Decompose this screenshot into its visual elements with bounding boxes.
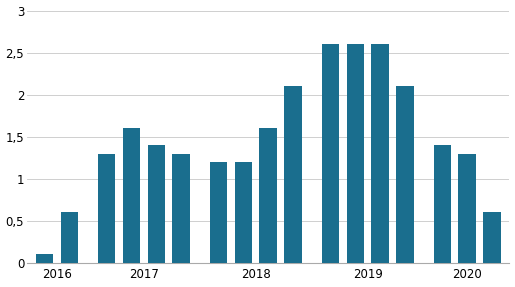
Bar [173, 154, 190, 263]
Bar [458, 154, 476, 263]
Bar [484, 212, 501, 263]
Bar [347, 44, 364, 263]
Bar [235, 162, 252, 263]
Bar [371, 44, 389, 263]
Bar [396, 86, 414, 263]
Bar [322, 44, 339, 263]
Bar [123, 128, 140, 263]
Bar [36, 255, 53, 263]
Bar [210, 162, 227, 263]
Bar [260, 128, 277, 263]
Bar [98, 154, 115, 263]
Bar [148, 145, 165, 263]
Bar [434, 145, 451, 263]
Bar [61, 212, 78, 263]
Bar [284, 86, 302, 263]
